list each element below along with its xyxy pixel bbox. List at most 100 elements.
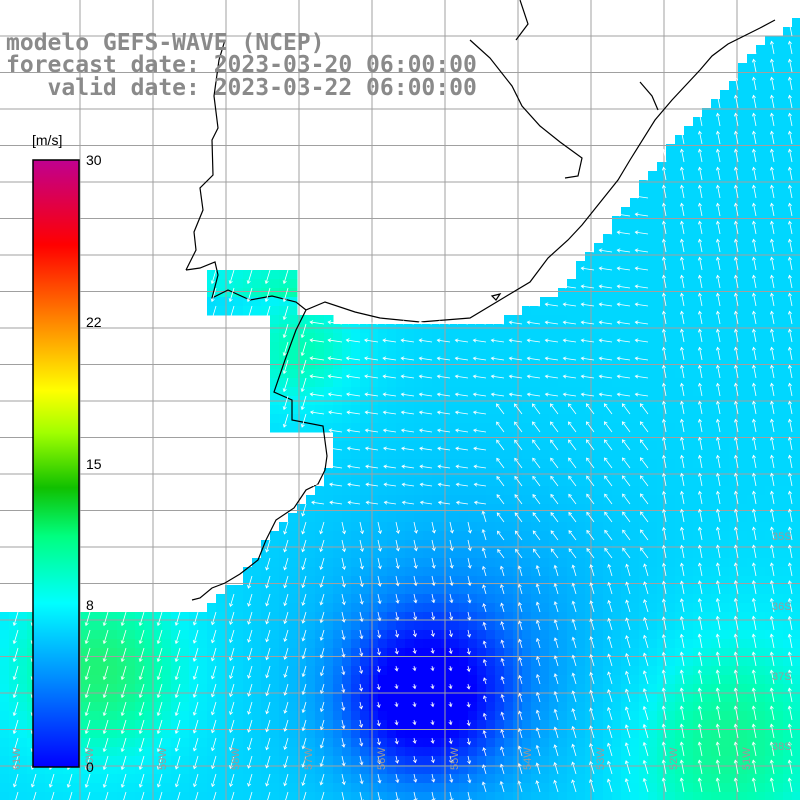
wind-cell [675,180,685,190]
wind-cell [765,531,775,541]
wind-cell [585,558,595,568]
wind-cell [486,450,496,460]
wind-cell [423,783,433,793]
wind-cell [657,684,667,694]
wind-cell [144,765,154,775]
wind-cell [684,648,694,658]
wind-cell [333,693,343,703]
wind-cell [774,54,784,64]
wind-cell [774,324,784,334]
wind-cell [450,513,460,523]
wind-cell [693,198,703,208]
wind-cell [720,684,730,694]
wind-cell [621,549,631,559]
wind-cell [342,324,352,334]
wind-cell [684,342,694,352]
wind-cell [738,567,748,577]
wind-arrow [102,611,109,627]
wind-cell [765,675,775,685]
wind-cell [585,603,595,613]
wind-cell [756,144,766,154]
wind-cell [702,711,712,721]
wind-cell [540,657,550,667]
wind-cell [621,693,631,703]
wind-cell [603,522,613,532]
wind-cell [657,504,667,514]
wind-cell [711,567,721,577]
wind-cell [459,423,469,433]
wind-cell [378,414,388,424]
wind-cell [396,594,406,604]
wind-cell [720,306,730,316]
wind-arrow [787,274,793,289]
wind-cell [414,729,424,739]
wind-cell [540,531,550,541]
wind-cell [576,432,586,442]
wind-cell [774,765,784,775]
wind-cell [603,612,613,622]
wind-cell [702,441,712,451]
wind-cell [351,522,361,532]
wind-cell [549,648,559,658]
wind-cell [252,765,262,775]
wind-cell [648,351,658,361]
wind-cell [207,630,217,640]
wind-cell [549,585,559,595]
wind-arrow [400,320,415,325]
wind-cell [432,477,442,487]
wind-arrow [769,58,775,73]
wind-arrow [246,269,253,285]
wind-cell [765,162,775,172]
wind-cell [522,306,532,316]
wind-cell [675,225,685,235]
wind-cell [342,432,352,442]
wind-cell [756,405,766,415]
wind-cell [657,162,667,172]
wind-cell [378,693,388,703]
wind-cell [117,684,127,694]
wind-cell [684,378,694,388]
wind-cell [603,405,613,415]
wind-arrow [661,418,667,433]
wind-cell [765,513,775,523]
wind-cell [459,729,469,739]
wind-cell [144,639,154,649]
wind-cell [675,450,685,460]
wind-cell [747,252,757,262]
wind-cell [666,747,676,757]
wind-cell [702,351,712,361]
wind-arrow [697,364,703,379]
wind-cell [432,720,442,730]
wind-cell [486,693,496,703]
wind-cell [711,315,721,325]
wind-cell [747,792,757,800]
wind-cell [180,657,190,667]
wind-cell [765,495,775,505]
wind-cell [738,117,748,127]
wind-cell [90,612,100,622]
wind-cell [270,783,280,793]
wind-cell [774,585,784,595]
wind-cell [729,468,739,478]
wind-cell [657,567,667,577]
wind-cell [405,585,415,595]
wind-cell [693,189,703,199]
wind-cell [288,522,298,532]
wind-cell [783,585,793,595]
wind-cell [594,576,604,586]
wind-cell [711,270,721,280]
wind-cell [540,459,550,469]
wind-cell [531,621,541,631]
wind-cell [189,729,199,739]
wind-cell [279,747,289,757]
wind-cell [675,216,685,226]
wind-cell [324,414,334,424]
wind-arrow [622,457,631,469]
wind-cell [684,441,694,451]
wind-cell [657,513,667,523]
wind-cell [621,225,631,235]
wind-cell [288,540,298,550]
wind-cell [522,603,532,613]
wind-cell [351,774,361,784]
